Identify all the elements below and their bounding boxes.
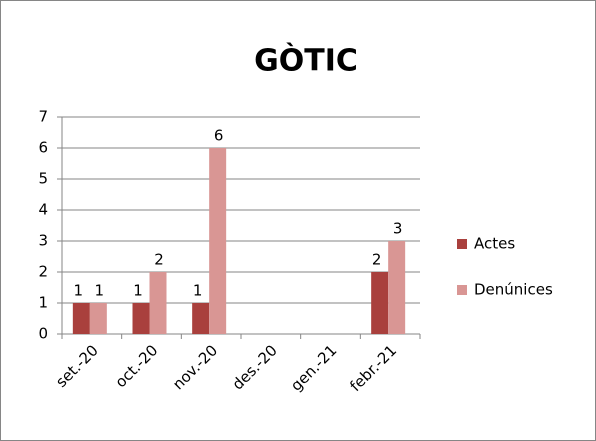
- data-label: 2: [372, 251, 382, 269]
- legend-label: Actes: [474, 235, 515, 253]
- bar: [149, 272, 167, 334]
- y-tick-label: 6: [38, 139, 48, 157]
- legend-swatch: [457, 239, 467, 249]
- bar: [209, 148, 227, 334]
- data-label: 2: [154, 251, 164, 269]
- bar: [72, 303, 90, 334]
- y-tick-label: 0: [38, 325, 48, 343]
- data-label: 1: [74, 282, 84, 300]
- bar: [388, 241, 406, 334]
- data-label: 3: [393, 220, 403, 238]
- data-label: 6: [214, 127, 224, 145]
- y-tick-label: 2: [38, 263, 48, 281]
- y-tick-label: 7: [38, 108, 48, 126]
- chart-title: GÒTIC: [254, 42, 358, 79]
- bar: [89, 303, 107, 334]
- y-tick-label: 3: [38, 232, 48, 250]
- data-label: 1: [95, 282, 105, 300]
- y-tick-label: 1: [38, 294, 48, 312]
- legend-swatch: [457, 285, 467, 295]
- data-label: 1: [133, 282, 143, 300]
- y-tick-label: 4: [38, 201, 48, 219]
- y-tick-label: 5: [38, 170, 48, 188]
- bar: [132, 303, 150, 334]
- data-label: 1: [193, 282, 203, 300]
- legend-label: Denúnices: [474, 281, 553, 299]
- bar: [192, 303, 210, 334]
- bar: [371, 272, 389, 334]
